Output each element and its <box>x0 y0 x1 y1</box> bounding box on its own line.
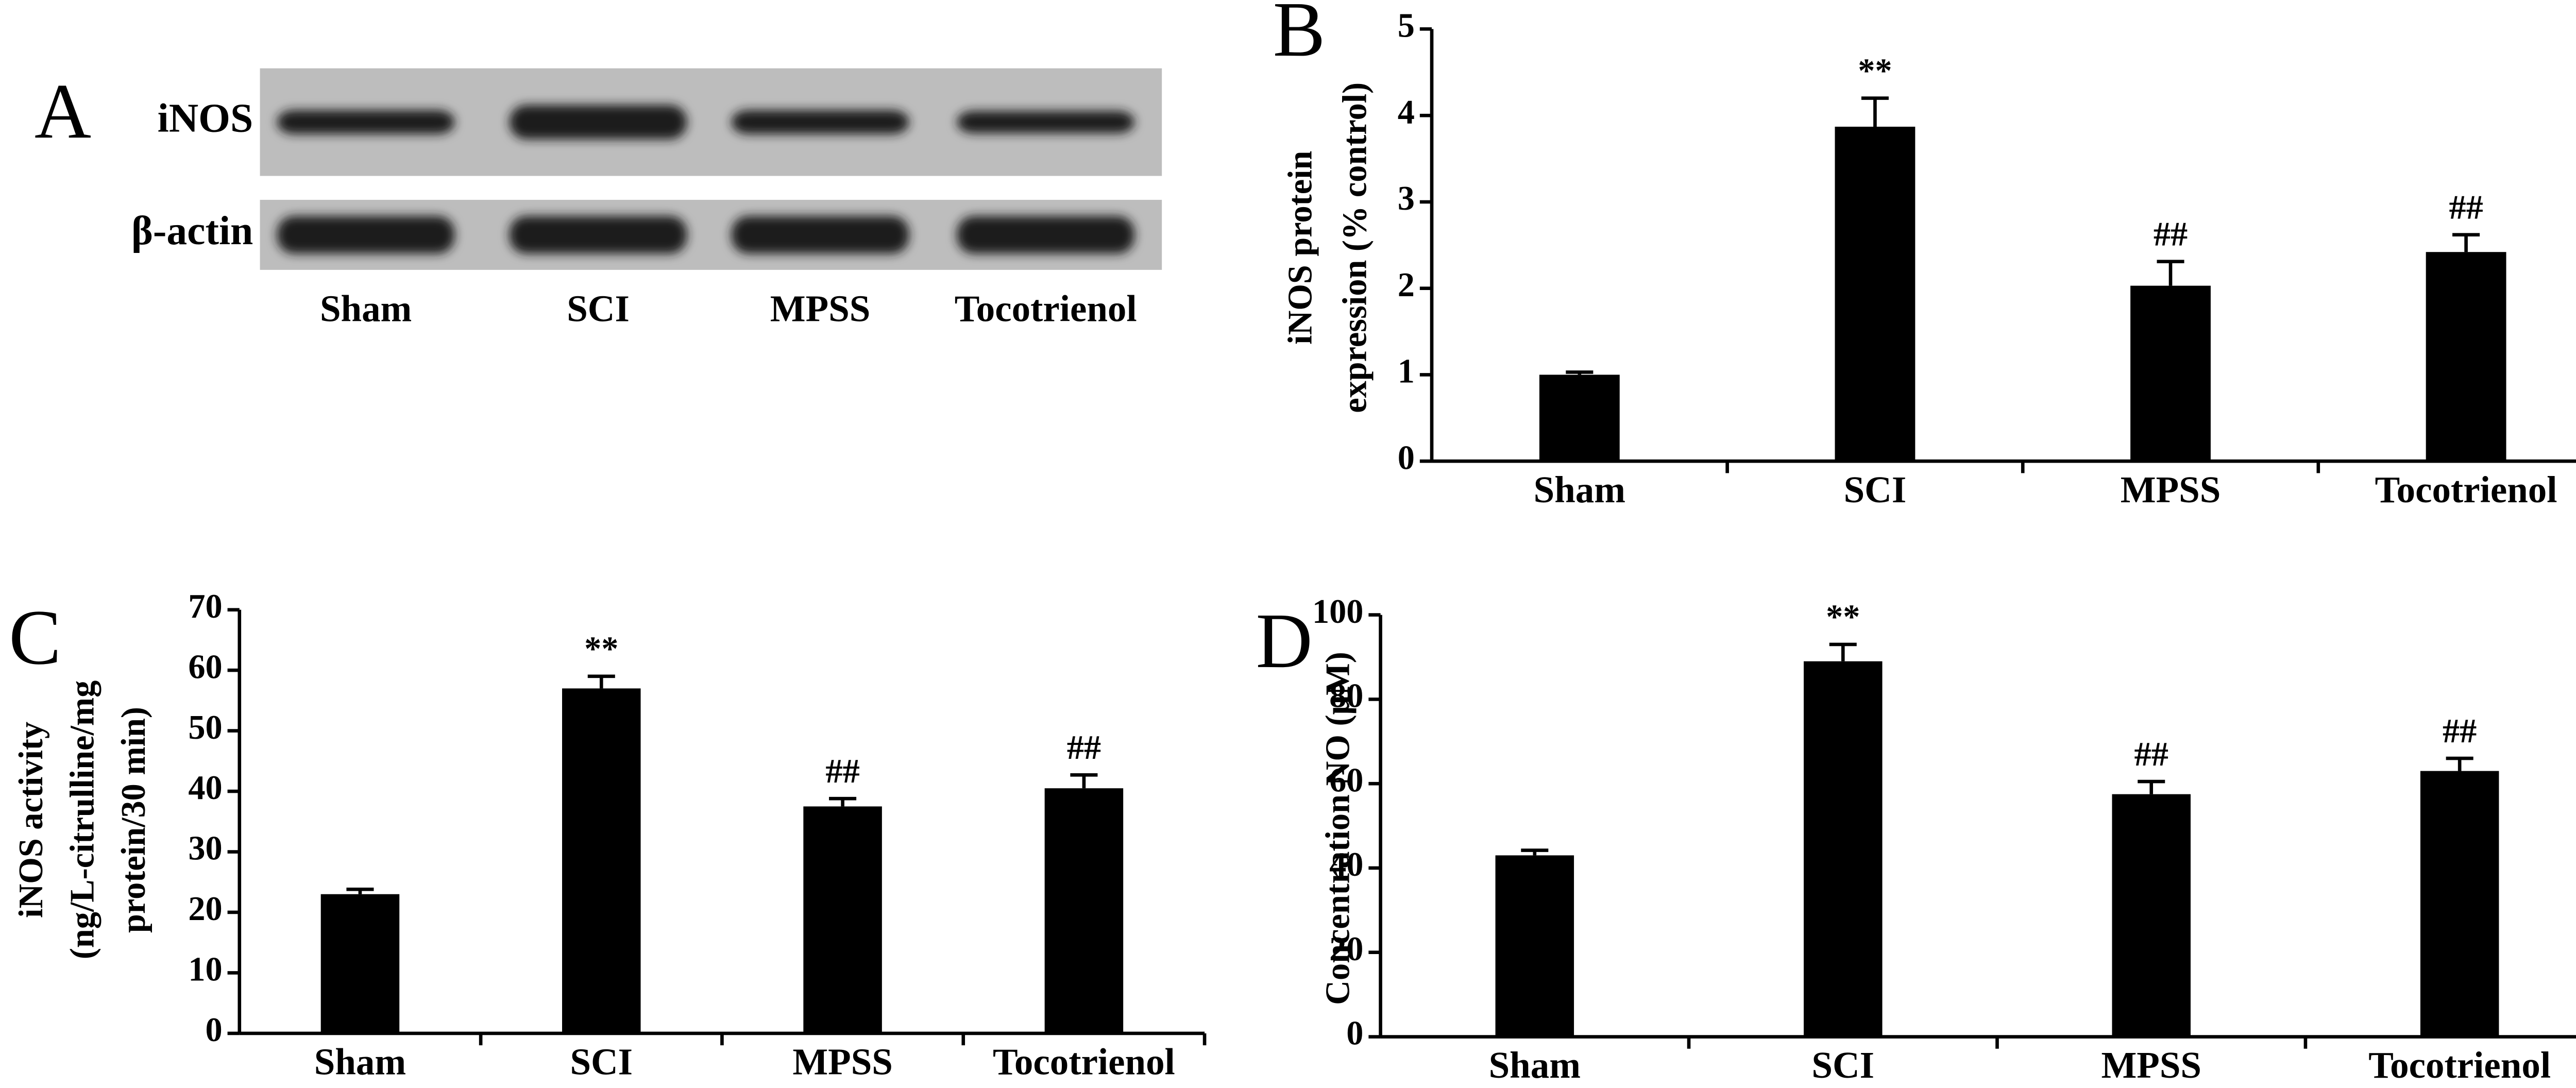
x-tick-label: SCI <box>1811 1044 1874 1086</box>
bar <box>562 688 641 1033</box>
x-tick-label: Sham <box>1534 469 1625 511</box>
y-tick-label: 4 <box>1398 93 1415 131</box>
x-tick-label: Tocotrienol <box>993 1041 1175 1083</box>
y-axis-label: (ng/L-citrulline/mg <box>64 681 101 959</box>
blot-band <box>731 110 909 134</box>
bar <box>320 894 400 1033</box>
x-tick-label: Tocotrienol <box>2368 1044 2551 1086</box>
blot-band <box>957 111 1135 133</box>
y-axis-label: expression (% control) <box>1336 82 1374 413</box>
bar <box>2130 285 2211 462</box>
error-bar <box>1070 773 1098 789</box>
y-tick-label: 80 <box>1329 677 1363 715</box>
x-tick-label: Tocotrienol <box>2375 469 2557 511</box>
significance-label: ** <box>1826 599 1860 636</box>
y-tick-label: 60 <box>188 648 222 686</box>
blot-band <box>731 216 909 254</box>
y-tick-label: 70 <box>188 588 222 625</box>
error-bar <box>829 796 857 807</box>
significance-label: ## <box>2154 215 2188 253</box>
panel-letter: C <box>9 593 61 681</box>
blot-band <box>509 216 687 254</box>
panel-letter: B <box>1273 0 1326 73</box>
x-tick-label: MPSS <box>2101 1044 2201 1086</box>
x-tick-label: SCI <box>1844 469 1907 511</box>
lane-label: Tocotrienol <box>955 287 1137 329</box>
y-tick-label: 60 <box>1329 761 1363 799</box>
error-bar <box>1566 370 1594 375</box>
blot-band <box>509 105 687 140</box>
x-tick-label: Sham <box>1489 1044 1581 1086</box>
error-bar <box>2452 233 2480 252</box>
panel-letter: A <box>35 67 91 155</box>
bar <box>1495 855 1574 1037</box>
blot-band <box>277 216 455 254</box>
y-tick-label: 20 <box>188 890 222 928</box>
x-tick-label: SCI <box>570 1041 633 1083</box>
bar <box>803 806 882 1033</box>
error-bar <box>1521 848 1549 856</box>
bar <box>2426 252 2506 462</box>
significance-label: ## <box>2134 736 2168 773</box>
y-tick-label: 0 <box>1398 439 1415 477</box>
y-tick-label: 100 <box>1312 593 1363 631</box>
error-bar <box>2446 756 2473 771</box>
error-bar <box>346 888 374 894</box>
bar <box>1044 788 1124 1033</box>
y-tick-label: 1 <box>1398 353 1415 390</box>
significance-label: ** <box>1858 52 1892 90</box>
y-axis-label: Concentration NO (μM) <box>1319 652 1357 1005</box>
y-tick-label: 0 <box>205 1011 222 1049</box>
bar <box>2420 771 2499 1037</box>
panel-letter: D <box>1256 597 1313 684</box>
y-tick-label: 5 <box>1398 7 1415 45</box>
error-bar <box>1861 96 1889 127</box>
y-axis-label: iNOS activity <box>12 722 50 918</box>
bar <box>1835 126 1916 462</box>
row-label: β-actin <box>131 208 253 253</box>
significance-label: ## <box>2443 712 2477 750</box>
significance-label: ** <box>584 631 618 668</box>
blot-band <box>957 216 1135 254</box>
error-bar <box>2157 260 2184 286</box>
y-tick-label: 40 <box>1329 846 1363 883</box>
blot-band <box>277 110 455 134</box>
y-tick-label: 30 <box>188 830 222 868</box>
y-tick-label: 50 <box>188 709 222 746</box>
y-tick-label: 3 <box>1398 180 1415 217</box>
error-bar <box>2138 779 2165 794</box>
y-tick-label: 40 <box>188 769 222 807</box>
y-axis-label: iNOS protein <box>1282 151 1319 345</box>
bar <box>1803 661 1883 1037</box>
error-bar <box>587 674 615 689</box>
bar <box>1539 375 1620 462</box>
significance-label: ## <box>2449 189 2483 226</box>
x-tick-label: Sham <box>314 1041 406 1083</box>
y-tick-label: 20 <box>1329 930 1363 968</box>
lane-label: Sham <box>320 287 412 329</box>
significance-label: ## <box>1067 729 1101 767</box>
bar <box>2112 794 2191 1037</box>
x-tick-label: MPSS <box>2121 469 2221 511</box>
x-tick-label: MPSS <box>792 1041 893 1083</box>
y-tick-label: 0 <box>1346 1015 1363 1052</box>
row-label: iNOS <box>158 95 253 141</box>
significance-label: ## <box>825 753 859 790</box>
y-tick-label: 2 <box>1398 266 1415 304</box>
lane-label: SCI <box>567 287 630 329</box>
y-tick-label: 10 <box>188 951 222 989</box>
error-bar <box>1829 642 1857 661</box>
y-axis-label: protein/30 min) <box>115 707 152 933</box>
lane-label: MPSS <box>770 287 871 329</box>
